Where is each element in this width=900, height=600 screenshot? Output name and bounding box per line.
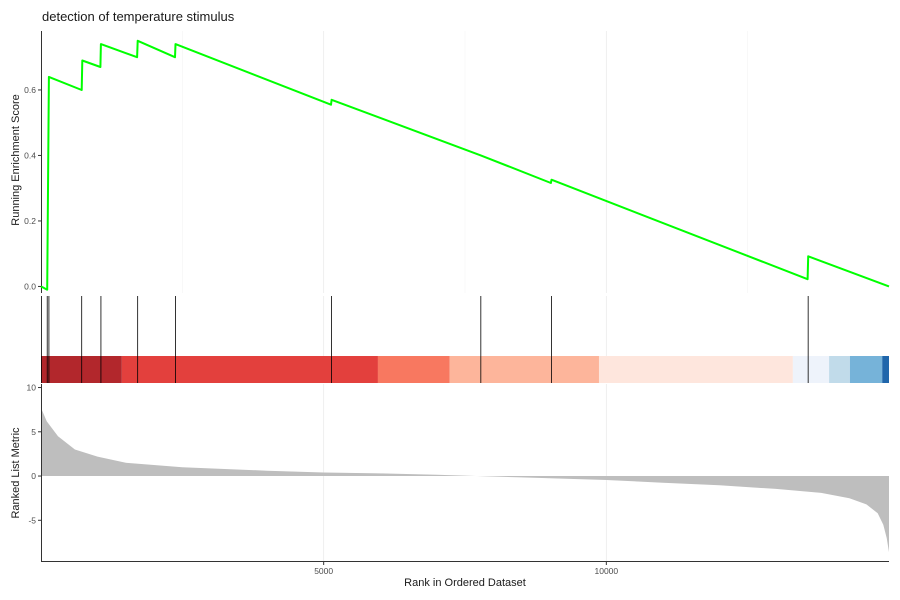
running-enrichment-score-line bbox=[40, 39, 890, 291]
y-tick-label: 0.6 bbox=[24, 85, 36, 95]
y-tick-label: 0.4 bbox=[24, 150, 36, 160]
y-tick-label: 0.2 bbox=[24, 216, 36, 226]
ranked-list-metric-area bbox=[41, 407, 889, 553]
color-band-segment bbox=[829, 356, 850, 383]
enrichment-y-axis-title: Running Enrichment Score bbox=[10, 94, 22, 225]
x-ticks: 5000 10000 bbox=[314, 562, 618, 576]
hit-markers-panel bbox=[41, 296, 889, 383]
color-band-segment bbox=[792, 356, 830, 383]
enrichment-y-ticks: 0.0 0.2 0.4 0.6 bbox=[24, 85, 41, 291]
metric-y-ticks: -5 0 5 10 bbox=[27, 383, 41, 525]
y-tick-label: 0.0 bbox=[24, 281, 36, 291]
color-band-segment bbox=[882, 356, 889, 383]
color-band-segment bbox=[449, 356, 599, 383]
enrichment-gridlines bbox=[182, 31, 748, 293]
color-band-segment bbox=[598, 356, 793, 383]
x-axis-title: Rank in Ordered Dataset bbox=[404, 577, 526, 589]
rank-color-band bbox=[41, 356, 889, 383]
x-tick-label: 5000 bbox=[314, 566, 333, 576]
color-band-segment bbox=[849, 356, 883, 383]
metric-gridlines bbox=[323, 384, 607, 561]
color-band-segment bbox=[121, 356, 378, 383]
ranked-metric-panel: -5 0 5 10 5000 10000 Ranked List Metric Rank… bbox=[10, 383, 889, 589]
y-tick-label: -5 bbox=[28, 515, 36, 525]
enrichment-score-panel: 0.0 0.2 0.4 0.6 Running Enrichment Score bbox=[10, 31, 890, 293]
gene-hit-markers bbox=[41, 296, 809, 383]
chart-title: detection of temperature stimulus bbox=[42, 9, 235, 24]
metric-y-axis-title: Ranked List Metric bbox=[10, 427, 22, 519]
x-tick-label: 10000 bbox=[595, 566, 619, 576]
y-tick-label: 5 bbox=[31, 427, 36, 437]
color-band-segment bbox=[377, 356, 450, 383]
y-tick-label: 0 bbox=[31, 471, 36, 481]
y-tick-label: 10 bbox=[27, 383, 37, 393]
